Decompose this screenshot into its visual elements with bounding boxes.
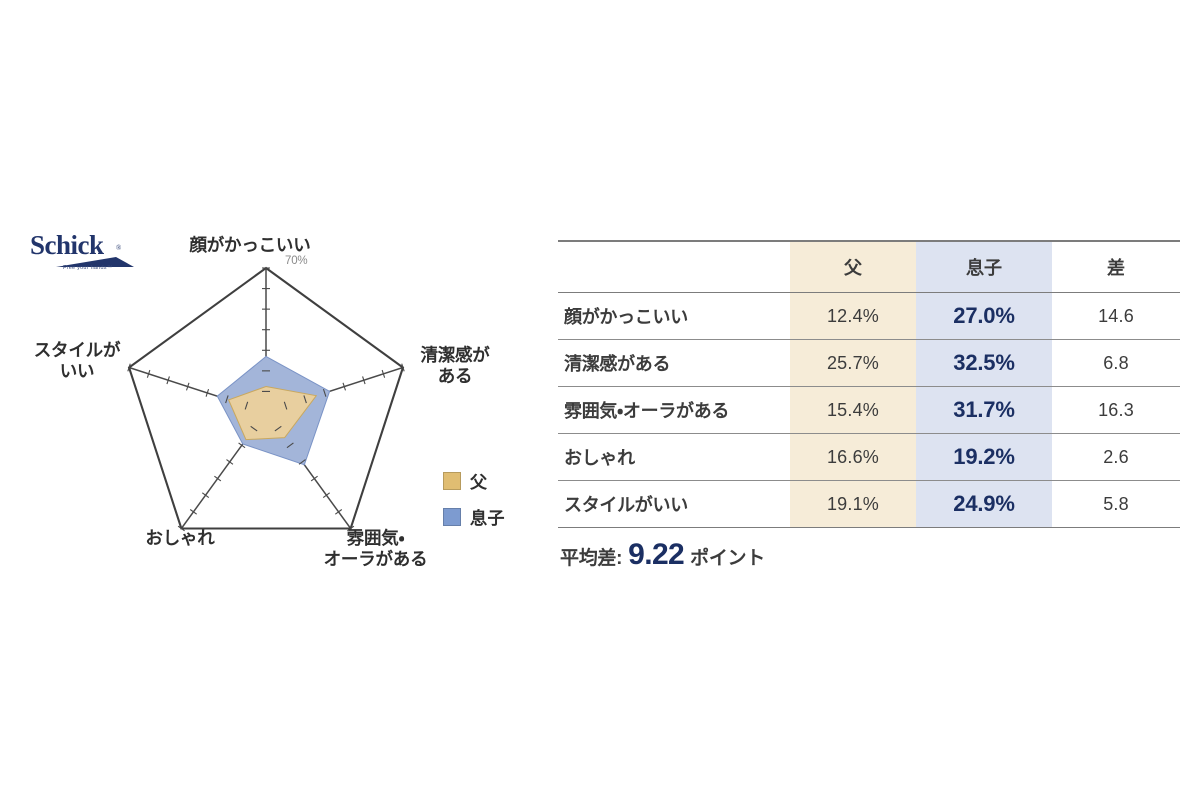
average-difference-label: 平均差: (560, 548, 623, 569)
table-row: 顔がかっこいい 12.4% 27.0% 14.6 (558, 292, 1180, 340)
legend-label-son: 息子 (470, 509, 505, 528)
table-cell-son: 24.9% (916, 480, 1052, 528)
table-header-son: 息子 (916, 240, 1052, 293)
table-cell-diff: 16.3 (1052, 386, 1180, 434)
table-cell-diff: 2.6 (1052, 433, 1180, 481)
logo-swoosh-icon (56, 257, 134, 267)
radar-chart-svg (127, 266, 405, 532)
radar-axis-label-oshare: おしゃれ (145, 528, 215, 548)
table-header-item (558, 240, 790, 293)
legend-label-father: 父 (470, 473, 488, 492)
table-header-row: 父 息子 差 (558, 240, 1180, 293)
table-cell-diff: 14.6 (1052, 292, 1180, 340)
radar-axis-max-label: 70% (285, 255, 308, 267)
radar-legend: 父 息子 (443, 468, 505, 529)
average-difference-unit: ポイント (690, 548, 765, 569)
table-cell-son: 27.0% (916, 292, 1052, 340)
legend-swatch-father-icon (443, 471, 461, 490)
table-header: 父 息子 差 (558, 240, 1180, 293)
table-cell-item: 顔がかっこいい (558, 292, 790, 340)
radar-outer-pentagon (127, 266, 405, 530)
legend-item-son: 息子 (443, 504, 505, 529)
table-cell-father: 15.4% (790, 386, 916, 434)
table-cell-item: おしゃれ (558, 433, 790, 481)
radar-tick-marks (127, 267, 405, 532)
legend-item-father: 父 (443, 468, 505, 493)
table-row: おしゃれ 16.6% 19.2% 2.6 (558, 433, 1180, 481)
radar-axis-label-clean: 清潔感が ある (420, 345, 490, 386)
table-cell-son: 19.2% (916, 433, 1052, 481)
logo-tagline: Free your hands™ (63, 265, 113, 271)
table-cell-diff: 6.8 (1052, 339, 1180, 387)
radar-axis-label-aura: 雰囲気・ オーラがある (323, 528, 428, 569)
table-cell-father: 16.6% (790, 433, 916, 481)
logo-wordmark: Schick (30, 230, 104, 260)
average-difference-line: 平均差: 9.22 ポイント (560, 538, 765, 572)
table-body: 顔がかっこいい 12.4% 27.0% 14.6 清潔感がある 25.7% 32… (558, 292, 1180, 528)
comparison-table-container: 父 息子 差 顔がかっこいい 12.4% 27.0% 14.6 清潔感がある 2… (558, 240, 1180, 528)
table-cell-father: 25.7% (790, 339, 916, 387)
table-cell-son: 32.5% (916, 339, 1052, 387)
radar-series-father (227, 385, 318, 441)
radar-axis-label-style: スタイルが いい (33, 340, 121, 381)
table-cell-father: 19.1% (790, 480, 916, 528)
table-cell-item: 雰囲気・オーラがある (558, 386, 790, 434)
average-difference-value: 9.22 (628, 538, 685, 571)
schick-logo: Schick ® Free your hands™ (30, 232, 135, 278)
table-header-father: 父 (790, 240, 916, 293)
table-cell-item: スタイルがいい (558, 480, 790, 528)
table-cell-item: 清潔感がある (558, 339, 790, 387)
table-header-diff: 差 (1052, 240, 1180, 293)
table-row: 清潔感がある 25.7% 32.5% 6.8 (558, 339, 1180, 387)
comparison-table: 父 息子 差 顔がかっこいい 12.4% 27.0% 14.6 清潔感がある 2… (558, 240, 1180, 528)
table-cell-diff: 5.8 (1052, 480, 1180, 528)
table-cell-son: 31.7% (916, 386, 1052, 434)
table-row: 雰囲気・オーラがある 15.4% 31.7% 16.3 (558, 386, 1180, 434)
table-row: スタイルがいい 19.1% 24.9% 5.8 (558, 480, 1180, 528)
radar-chart: 顔がかっこいい 清潔感が ある 雰囲気・ オーラがある おしゃれ スタイルが い… (20, 225, 540, 595)
legend-swatch-son-icon (443, 507, 461, 526)
radar-axis-label-face: 顔がかっこいい (189, 235, 311, 255)
table-cell-father: 12.4% (790, 292, 916, 340)
registered-trademark-icon: ® (116, 244, 122, 252)
